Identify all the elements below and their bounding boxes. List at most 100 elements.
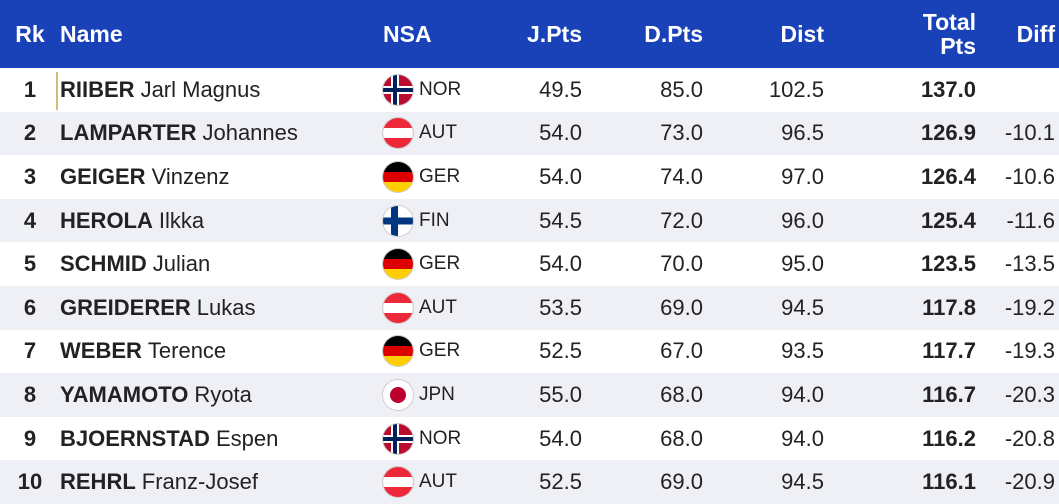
nsa-code: AUT (419, 122, 457, 144)
header-name[interactable]: Name (60, 20, 123, 47)
total-points-cell: 123.5 (920, 251, 976, 277)
jpn-flag-icon (383, 379, 413, 410)
athlete-last-name: HEROLA (60, 207, 153, 233)
athlete-name-cell[interactable]: HEROLA Ilkka (60, 199, 380, 243)
diff-cell: -20.3 (1004, 381, 1055, 407)
rank-cell: 5 (23, 251, 37, 277)
nsa-cell: GER (383, 155, 513, 199)
athlete-last-name: BJOERNSTAD (60, 425, 210, 451)
table-row[interactable]: 5 SCHMID Julian GER 54.0 70.0 95.0 123.5 -13.5 (0, 242, 1059, 286)
nor-flag-icon (383, 74, 413, 105)
distance-points-cell: 68.0 (660, 381, 703, 407)
distance-cell: 102.5 (768, 76, 824, 102)
athlete-first-name: Jarl Magnus (140, 76, 261, 102)
table-row[interactable]: 10 REHRL Franz-Josef AUT 52.5 69.0 94.5 116.1 -2… (0, 460, 1059, 504)
jump-points-cell: 54.0 (539, 425, 582, 451)
jump-points-cell: 54.0 (539, 251, 582, 277)
athlete-name-cell[interactable]: WEBER Terence (60, 330, 380, 374)
jump-points-cell: 55.0 (539, 381, 582, 407)
jump-points-cell: 54.0 (539, 120, 582, 146)
athlete-last-name: GEIGER (60, 163, 146, 189)
nor-flag-icon (383, 423, 413, 454)
table-row[interactable]: 2 LAMPARTER Johannes AUT 54.0 73.0 96.5 126.9 -1… (0, 111, 1059, 156)
aut-flag-icon (383, 118, 413, 149)
header-diff[interactable]: Diff (1016, 20, 1055, 47)
distance-points-cell: 69.0 (660, 294, 703, 320)
athlete-first-name: Terence (147, 338, 227, 364)
distance-points-cell: 73.0 (660, 120, 703, 146)
distance-points-cell: 69.0 (660, 469, 703, 495)
table-row[interactable]: 3 GEIGER Vinzenz GER 54.0 74.0 97.0 126.4 -10.6 (0, 155, 1059, 199)
athlete-name-cell[interactable]: REHRL Franz-Josef (60, 460, 380, 504)
leader-marker (56, 72, 58, 110)
athlete-name-cell[interactable]: GEIGER Vinzenz (60, 155, 380, 199)
ger-flag-icon (383, 249, 413, 280)
jump-points-cell: 52.5 (539, 338, 582, 364)
header-total-line2: Pts (940, 33, 976, 59)
table-header: Rk Name NSA J.Pts D.Pts Dist Total Pts D… (0, 0, 1059, 68)
header-nsa[interactable]: NSA (383, 20, 432, 47)
total-points-cell: 125.4 (920, 207, 976, 233)
athlete-last-name: GREIDERER (60, 294, 191, 320)
aut-flag-icon (383, 292, 413, 323)
nsa-code: GER (419, 165, 461, 187)
nsa-cell: NOR (383, 68, 513, 112)
header-total-points[interactable]: Total Pts (850, 0, 976, 68)
table-row[interactable]: 1 RIIBER Jarl Magnus NOR 49.5 85.0 102.5 137.0 (0, 68, 1059, 112)
nsa-cell: AUT (383, 112, 513, 156)
nsa-cell: GER (383, 330, 513, 374)
jump-points-cell: 52.5 (539, 469, 582, 495)
aut-flag-icon (383, 467, 413, 498)
header-distance[interactable]: Dist (780, 20, 824, 47)
distance-cell: 94.0 (781, 425, 824, 451)
jump-points-cell: 54.5 (539, 207, 582, 233)
distance-cell: 96.0 (781, 207, 824, 233)
athlete-name-cell[interactable]: LAMPARTER Johannes (60, 112, 380, 156)
nsa-cell: AUT (383, 286, 513, 330)
diff-cell: -20.8 (1004, 425, 1055, 451)
distance-cell: 96.5 (781, 120, 824, 146)
ger-flag-icon (383, 336, 413, 367)
nsa-code: FIN (419, 209, 450, 231)
athlete-last-name: LAMPARTER (60, 120, 197, 146)
athlete-last-name: RIIBER (60, 76, 135, 102)
athlete-name-cell[interactable]: YAMAMOTO Ryota (60, 373, 380, 417)
ger-flag-icon (383, 161, 413, 192)
table-row[interactable]: 9 BJOERNSTAD Espen NOR 54.0 68.0 94.0 116.2 -20.… (0, 417, 1059, 461)
nsa-code: JPN (419, 383, 455, 405)
header-jump-points[interactable]: J.Pts (527, 20, 582, 47)
athlete-name-cell[interactable]: RIIBER Jarl Magnus (60, 68, 380, 112)
nsa-code: AUT (419, 296, 457, 318)
athlete-first-name: Ryota (194, 381, 252, 407)
table-row[interactable]: 6 GREIDERER Lukas AUT 53.5 69.0 94.5 117.8 -19.2 (0, 285, 1059, 330)
athlete-name-cell[interactable]: BJOERNSTAD Espen (60, 417, 380, 461)
table-row[interactable]: 7 WEBER Terence GER 52.5 67.0 93.5 117.7 -19.3 (0, 330, 1059, 374)
athlete-name-cell[interactable]: SCHMID Julian (60, 242, 380, 286)
total-points-cell: 126.4 (920, 163, 976, 189)
table-row[interactable]: 8 YAMAMOTO Ryota JPN 55.0 68.0 94.0 116.7 -20.3 (0, 373, 1059, 417)
rank-cell: 2 (23, 120, 37, 146)
diff-cell (980, 68, 1055, 112)
athlete-name-cell[interactable]: GREIDERER Lukas (60, 286, 380, 330)
jump-points-cell: 54.0 (539, 163, 582, 189)
athlete-first-name: Ilkka (158, 207, 205, 233)
total-points-cell: 137.0 (920, 76, 976, 102)
nsa-cell: JPN (383, 373, 513, 417)
diff-cell: -10.6 (1004, 163, 1055, 189)
athlete-last-name: SCHMID (60, 251, 147, 277)
table-row[interactable]: 4 HEROLA Ilkka FIN 54.5 72.0 96.0 125.4 -11.6 (0, 198, 1059, 243)
total-points-cell: 117.7 (922, 338, 976, 364)
rank-cell: 9 (23, 425, 37, 451)
athlete-first-name: Johannes (202, 120, 298, 146)
header-distance-points[interactable]: D.Pts (644, 20, 703, 47)
header-rank[interactable]: Rk (15, 20, 45, 47)
distance-points-cell: 68.0 (660, 425, 703, 451)
distance-points-cell: 74.0 (660, 163, 703, 189)
distance-cell: 94.5 (781, 469, 824, 495)
diff-cell: -19.2 (1004, 294, 1055, 320)
nsa-cell: FIN (383, 199, 513, 243)
nsa-code: NOR (419, 427, 462, 449)
total-points-cell: 116.2 (922, 425, 976, 451)
nsa-code: GER (419, 253, 461, 275)
